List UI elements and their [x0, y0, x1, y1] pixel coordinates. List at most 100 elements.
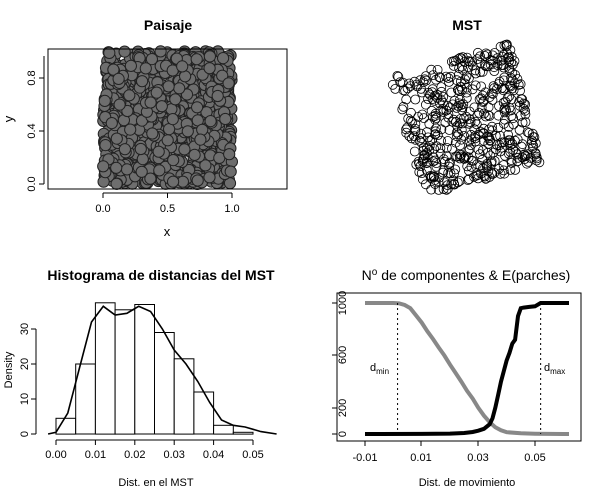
mst-point — [503, 52, 514, 63]
mst-point — [428, 156, 439, 167]
hist-x-tick: 0.03 — [163, 449, 184, 461]
mst-point — [450, 151, 461, 162]
paisaje-point — [123, 89, 136, 102]
mst-point — [441, 71, 452, 82]
mst-point — [492, 60, 503, 70]
mst-point — [440, 117, 451, 128]
mst-point — [464, 118, 475, 129]
mst-point — [466, 56, 477, 67]
mst-point — [498, 85, 509, 95]
panel-mst: MST — [387, 17, 545, 195]
mst-point — [505, 105, 516, 116]
comp-x-axis: -0.01 0.01 0.03 0.05 — [341, 440, 574, 464]
mst-point — [508, 59, 518, 70]
hist-y-tick: 0 — [19, 431, 31, 437]
mst-point — [522, 158, 532, 169]
mst-point — [520, 105, 530, 116]
mst-point — [498, 97, 509, 108]
mst-point — [476, 81, 487, 92]
paisaje-point — [118, 143, 132, 156]
mst-point — [493, 79, 504, 89]
mst-point — [514, 124, 525, 135]
hist-x-label: Dist. en el MST — [118, 477, 193, 489]
mst-point — [398, 101, 409, 112]
paisaje-point — [136, 75, 149, 88]
mst-point — [490, 130, 501, 141]
mst-point — [482, 49, 493, 60]
mst-point — [485, 59, 496, 70]
hist-bar — [213, 424, 234, 435]
paisaje-point — [144, 172, 157, 185]
mst-point — [441, 105, 452, 116]
mst-point — [478, 145, 488, 156]
paisaje-point — [211, 89, 224, 103]
panel-components: No de componentes & E(parches) dmin dmax… — [332, 267, 582, 489]
mst-point — [434, 172, 445, 183]
mst-point — [457, 84, 468, 95]
mst-point — [454, 95, 465, 105]
comp-x-tick: -0.01 — [352, 452, 377, 464]
mst-point — [445, 102, 455, 113]
mst-point — [478, 123, 489, 134]
mst-point — [531, 151, 542, 162]
paisaje-point — [176, 60, 189, 73]
paisaje-point — [113, 98, 126, 111]
mst-point — [442, 183, 453, 194]
mst-point — [506, 157, 517, 168]
mst-point — [426, 184, 437, 195]
comp-y-tick: 0 — [337, 431, 349, 437]
hist-density-curve — [47, 305, 277, 435]
mst-point — [488, 147, 499, 158]
hist-bar — [193, 391, 215, 435]
mst-point — [482, 61, 493, 72]
paisaje-y-label: y — [1, 115, 16, 122]
mst-point — [449, 178, 459, 189]
paisaje-points — [97, 45, 238, 190]
mst-point — [510, 146, 521, 157]
paisaje-point — [223, 148, 236, 161]
mst-point — [420, 71, 431, 81]
paisaje-point — [222, 77, 235, 90]
paisaje-point — [112, 72, 125, 86]
mst-point — [470, 68, 481, 79]
mst-point — [526, 138, 537, 149]
mst-point — [419, 150, 430, 161]
mst-point — [520, 99, 530, 110]
mst-point — [472, 47, 483, 58]
paisaje-title: Paisaje — [144, 17, 192, 33]
mst-point — [422, 143, 432, 153]
mst-point — [495, 146, 506, 157]
paisaje-point — [134, 142, 147, 156]
mst-point — [430, 108, 441, 119]
mst-point — [462, 175, 473, 185]
hist-x-tick: 0.05 — [242, 449, 263, 461]
mst-point — [438, 165, 449, 176]
mst-point — [409, 146, 420, 157]
mst-point — [467, 84, 478, 95]
mst-point — [457, 102, 468, 113]
mst-point — [457, 118, 468, 129]
mst-point — [524, 128, 534, 138]
mst-point — [413, 156, 424, 167]
mst-point — [426, 64, 437, 75]
mst-point — [469, 171, 479, 182]
mst-point — [512, 149, 523, 160]
mst-point — [505, 164, 516, 175]
mst-point — [431, 141, 442, 152]
hist-x-tick: 0.04 — [203, 449, 224, 461]
paisaje-y-tick: 0.0 — [26, 176, 38, 191]
paisaje-point — [139, 62, 152, 75]
comp-x-label: Dist. de movimiento — [419, 477, 516, 489]
hist-title: Histograma de distancias del MST — [47, 267, 275, 283]
paisaje-point — [146, 127, 159, 140]
hist-bar — [134, 304, 156, 435]
mst-point — [487, 50, 498, 61]
mst-point — [432, 93, 443, 103]
mst-point — [443, 112, 454, 123]
mst-point — [451, 75, 462, 86]
comp-y-tick: 200 — [337, 399, 349, 417]
comp-x-tick: 0.05 — [524, 452, 545, 464]
mst-point — [475, 168, 486, 179]
paisaje-x-axis: 0.0 0.5 1.0 — [95, 192, 240, 215]
